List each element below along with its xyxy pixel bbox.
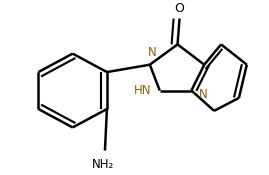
Text: O: O xyxy=(175,2,185,15)
Text: NH₂: NH₂ xyxy=(92,158,114,171)
Text: N: N xyxy=(199,88,208,101)
Text: N: N xyxy=(147,46,156,59)
Text: HN: HN xyxy=(134,84,152,97)
